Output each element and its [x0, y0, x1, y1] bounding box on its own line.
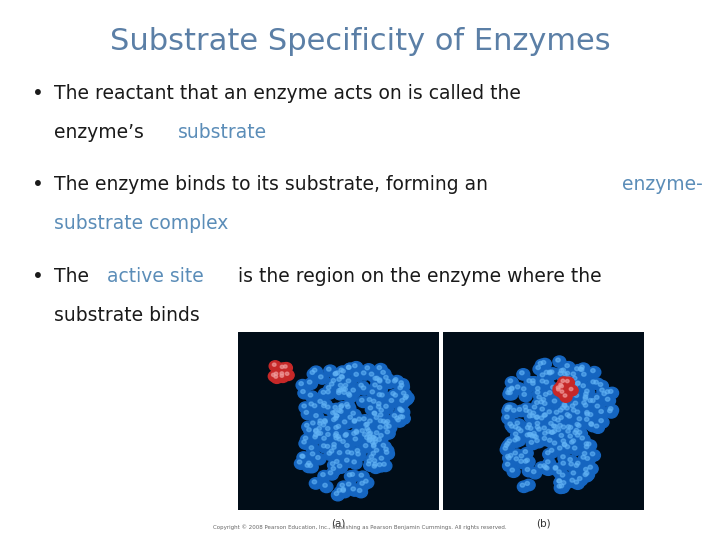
Text: substrate binds: substrate binds: [54, 306, 199, 325]
Text: Substrate Specificity of Enzymes: Substrate Specificity of Enzymes: [109, 27, 611, 56]
Text: The: The: [54, 267, 95, 286]
Text: (a): (a): [331, 519, 346, 529]
Text: enzyme’s: enzyme’s: [54, 123, 150, 141]
Text: substrate: substrate: [178, 123, 267, 141]
Text: The enzyme binds to its substrate, forming an: The enzyme binds to its substrate, formi…: [54, 176, 494, 194]
Text: substrate complex: substrate complex: [54, 214, 228, 233]
Text: •: •: [32, 267, 44, 286]
Text: is the region on the enzyme where the: is the region on the enzyme where the: [232, 267, 601, 286]
Text: •: •: [32, 84, 44, 103]
Text: enzyme-: enzyme-: [622, 176, 703, 194]
Text: •: •: [32, 176, 44, 194]
Text: The reactant that an enzyme acts on is called the: The reactant that an enzyme acts on is c…: [54, 84, 521, 103]
Text: Copyright © 2008 Pearson Education, Inc., Publishing as Pearson Benjamin Cumming: Copyright © 2008 Pearson Education, Inc.…: [213, 525, 507, 530]
Text: active site: active site: [107, 267, 204, 286]
Text: (b): (b): [536, 519, 551, 529]
